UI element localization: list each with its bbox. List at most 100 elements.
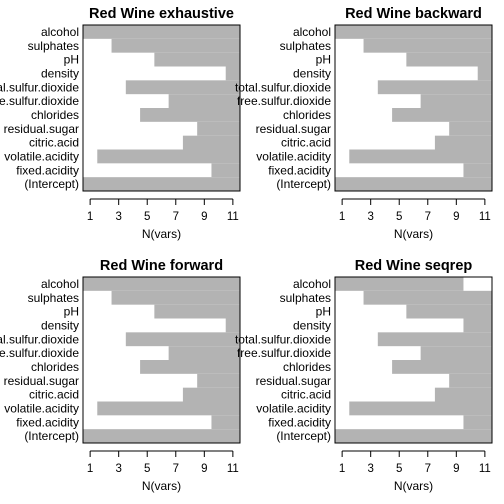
variable-label: (Intercept)	[24, 177, 79, 191]
x-tick-label: 7	[173, 211, 179, 223]
inclusion-bar-citric-acid	[434, 135, 492, 150]
variable-label: chlorides	[31, 360, 79, 374]
variable-label: residual.sugar	[4, 122, 79, 136]
inclusion-bar-volatile-acidity	[97, 401, 240, 416]
variable-label: (Intercept)	[276, 429, 331, 443]
inclusion-bar-fixed-acidity	[463, 163, 492, 178]
inclusion-bar-ph	[406, 304, 492, 319]
variable-label: volatile.acidity	[256, 401, 331, 415]
inclusion-bar-ph	[154, 304, 240, 319]
variable-label: volatile.acidity	[256, 149, 331, 163]
variable-label: (Intercept)	[276, 177, 331, 191]
inclusion-bar--intercept-	[83, 429, 240, 443]
inclusion-bar-density	[225, 318, 240, 333]
variable-label: chlorides	[31, 108, 79, 122]
x-tick-label: 1	[87, 211, 93, 223]
x-tick-label: 3	[115, 211, 121, 223]
inclusion-bar-alcohol	[83, 25, 240, 39]
variable-label: volatile.acidity	[4, 149, 79, 163]
x-tick-label: 9	[453, 463, 459, 475]
variable-label: total.sulfur.dioxide	[235, 80, 331, 94]
variable-label: density	[41, 66, 79, 80]
variable-label: sulphates	[280, 291, 331, 305]
x-tick-label: 9	[453, 211, 459, 223]
variable-label: pH	[64, 53, 79, 67]
variable-label: residual.sugar	[256, 122, 331, 136]
x-axis-label: N(vars)	[142, 479, 181, 493]
variable-label: density	[41, 318, 79, 332]
x-tick-label: 11	[227, 211, 239, 223]
inclusion-bar-free-sulfur-dioxide	[420, 94, 492, 108]
variable-label: fixed.acidity	[16, 415, 79, 429]
inclusion-bar--intercept-	[335, 177, 492, 191]
inclusion-bar-volatile-acidity	[349, 149, 492, 164]
inclusion-bar-sulphates	[363, 38, 492, 53]
x-axis-label: N(vars)	[394, 227, 433, 241]
x-tick-label: 7	[173, 463, 179, 475]
inclusion-bar-residual-sugar	[449, 121, 492, 136]
variable-label: alcohol	[293, 25, 331, 39]
chart-title: Red Wine backward	[345, 6, 482, 22]
variable-label: free.sulfur.dioxide	[237, 94, 331, 108]
inclusion-bar-total-sulfur-dioxide	[377, 80, 492, 95]
inclusion-bar--intercept-	[335, 429, 492, 443]
inclusion-bar-total-sulfur-dioxide	[377, 332, 492, 347]
inclusion-bar-fixed-acidity	[211, 415, 240, 430]
variable-label: density	[293, 66, 331, 80]
variable-label: alcohol	[293, 277, 331, 291]
variable-label: sulphates	[28, 291, 79, 305]
variable-label: total.sulfur.dioxide	[0, 80, 79, 94]
inclusion-bar-alcohol	[83, 277, 240, 291]
x-tick-label: 1	[339, 463, 345, 475]
inclusion-bar-density	[225, 66, 240, 81]
x-tick-label: 5	[144, 463, 150, 475]
inclusion-bar-chlorides	[392, 108, 492, 122]
inclusion-bar-ph	[406, 52, 492, 67]
inclusion-bar-ph	[154, 52, 240, 67]
x-axis-label: N(vars)	[142, 227, 181, 241]
plot-frame	[82, 24, 241, 192]
variable-label: total.sulfur.dioxide	[235, 332, 331, 346]
x-tick-label: 5	[396, 463, 402, 475]
inclusion-bar-residual-sugar	[197, 121, 240, 136]
inclusion-bar-fixed-acidity	[211, 163, 240, 178]
x-tick-label: 1	[87, 463, 93, 475]
x-tick-label: 9	[201, 463, 207, 475]
inclusion-bar--intercept-	[83, 177, 240, 191]
variable-label: residual.sugar	[4, 374, 79, 388]
x-tick-label: 7	[425, 463, 431, 475]
variable-label: fixed.acidity	[16, 163, 79, 177]
variable-label: pH	[316, 305, 331, 319]
variable-label: chlorides	[283, 108, 331, 122]
variable-label: fixed.acidity	[268, 163, 331, 177]
inclusion-bar-free-sulfur-dioxide	[420, 346, 492, 360]
inclusion-bar-alcohol	[335, 25, 492, 39]
chart-panel: alcoholsulphatespHdensitytotal.sulfur.di…	[235, 6, 493, 241]
variable-label: free.sulfur.dioxide	[0, 346, 79, 360]
variable-label: alcohol	[41, 25, 79, 39]
inclusion-bar-sulphates	[111, 38, 240, 53]
x-axis-label: N(vars)	[394, 479, 433, 493]
variable-label: citric.acid	[281, 388, 331, 402]
chart-title: Red Wine forward	[100, 258, 223, 274]
x-tick-label: 5	[144, 211, 150, 223]
variable-label: chlorides	[283, 360, 331, 374]
chart-panel: alcoholsulphatespHdensitytotal.sulfur.di…	[0, 6, 241, 241]
x-tick-label: 11	[479, 463, 491, 475]
variable-label: pH	[64, 305, 79, 319]
inclusion-bar-residual-sugar	[197, 373, 240, 388]
variable-label: fixed.acidity	[268, 415, 331, 429]
inclusion-bar-citric-acid	[182, 135, 240, 150]
x-tick-label: 9	[201, 211, 207, 223]
variable-label: (Intercept)	[24, 429, 79, 443]
chart-title: Red Wine exhaustive	[89, 6, 234, 22]
variable-label: sulphates	[28, 39, 79, 53]
variable-label: citric.acid	[29, 136, 79, 150]
chart-title: Red Wine seqrep	[355, 258, 473, 274]
variable-label: volatile.acidity	[4, 401, 79, 415]
variable-label: total.sulfur.dioxide	[0, 332, 79, 346]
inclusion-bar-density	[477, 66, 492, 81]
plot-frame	[334, 24, 493, 192]
inclusion-bar-sulphates	[363, 290, 492, 305]
